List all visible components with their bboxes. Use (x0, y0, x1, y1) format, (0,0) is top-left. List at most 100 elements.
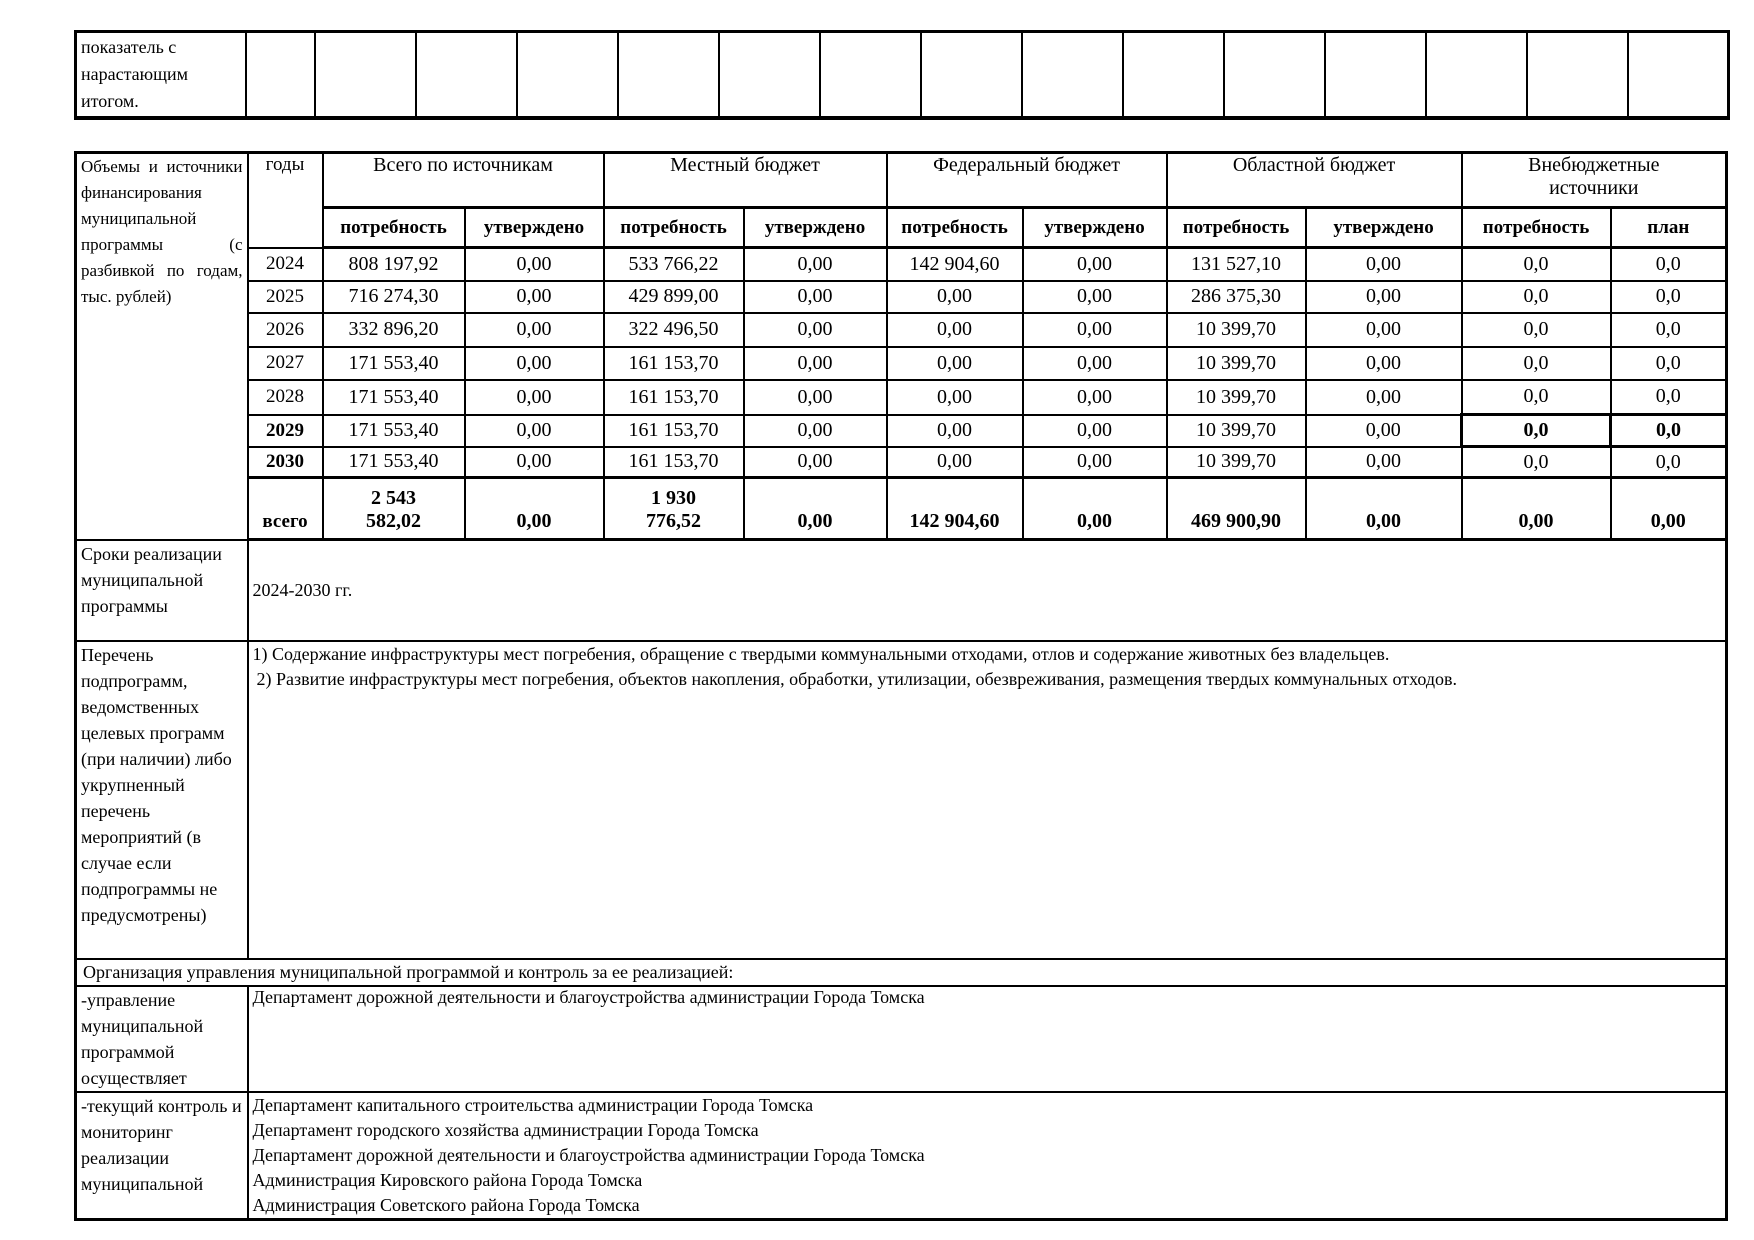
value-cell: 0,00 (1021, 279, 1168, 314)
subheader-need: потребность (602, 206, 745, 249)
years-column-header: годы (246, 151, 324, 249)
subheader-approved: утверждено (742, 206, 888, 249)
value-cell: 0,00 (1304, 345, 1463, 381)
empty-cell (919, 30, 1023, 119)
department-item: Департамент капитального строительства а… (252, 1094, 814, 1115)
terms-label: Сроки реализации муниципальной программы (74, 538, 249, 642)
total-value-cell: 142 904,60 (885, 476, 1024, 541)
value-cell: 0,0 (1460, 279, 1612, 314)
value-cell: 0,0 (1609, 246, 1728, 282)
value-cell: 0,00 (463, 445, 605, 479)
value-cell: 10 399,70 (1165, 345, 1307, 381)
sub-header-row: потребность утверждено потребность утвер… (76, 206, 1728, 249)
total-value-cell: 0,00 (463, 476, 605, 541)
value-cell: 0,00 (885, 378, 1024, 416)
finance-row-2027: 2027 171 553,40 0,00 161 153,70 0,00 0,0… (76, 345, 1728, 381)
finance-row-2026: 2026 332 896,20 0,00 322 496,50 0,00 0,0… (76, 311, 1728, 348)
value-cell: 0,00 (885, 445, 1024, 479)
empty-cell (1222, 30, 1326, 119)
finance-row-2028: 2028 171 553,40 0,00 161 153,70 0,00 0,0… (76, 378, 1728, 416)
control-row: -текущий контроль и мониторинг реализаци… (74, 1090, 1728, 1220)
total-value-cell: 0,00 (742, 476, 888, 541)
year-cell: 2030 (246, 445, 324, 479)
year-cell: 2027 (246, 345, 324, 381)
management-label: -управление муниципальной программой осу… (74, 984, 249, 1093)
group-header-local-budget: Местный бюджет (602, 151, 888, 209)
department-item: Департамент городского хозяйства админис… (252, 1119, 759, 1140)
group-header-row: Объемы и источники финансирования муници… (74, 151, 1728, 541)
previous-table-fragment: показатель с нарастающим итогом. (74, 30, 1730, 120)
value-cell: 0,0 (1460, 345, 1612, 381)
empty-cell (717, 30, 821, 119)
value-cell: 716 274,30 (321, 279, 466, 314)
value-cell: 0,0 (1609, 413, 1729, 448)
value-cell: 161 153,70 (602, 445, 745, 479)
empty-cell (414, 30, 518, 119)
year-cell: 2024 (246, 246, 324, 282)
subheader-need: потребность (1165, 206, 1307, 249)
subheader-need: потребность (885, 206, 1024, 249)
finance-row-2025: 2025 716 274,30 0,00 429 899,00 0,00 0,0… (76, 279, 1728, 314)
value-cell: 0,0 (1460, 246, 1612, 282)
empty-cell (1020, 30, 1124, 119)
value-cell: 0,0 (1609, 345, 1728, 381)
value-cell: 533 766,22 (602, 246, 745, 282)
value-cell: 171 553,40 (321, 445, 466, 479)
value-cell: 0,00 (463, 311, 605, 348)
department-item: Департамент дорожной деятельности и благ… (252, 1144, 925, 1165)
year-cell: 2026 (246, 311, 324, 348)
value-cell: 0,00 (1021, 445, 1168, 479)
value-cell: 0,0 (1460, 413, 1613, 448)
subheader-need: потребность (321, 206, 466, 249)
value-cell: 131 527,10 (1165, 246, 1307, 282)
value-cell: 0,0 (1460, 311, 1612, 348)
subprograms-list: 1) Содержание инфраструктуры мест погреб… (246, 639, 1728, 960)
empty-cell (818, 30, 922, 119)
control-departments-list: Департамент капитального строительства а… (246, 1090, 1728, 1220)
empty-cell (515, 30, 619, 119)
subheader-approved: утверждено (463, 206, 605, 249)
value-cell: 0,0 (1609, 279, 1728, 314)
value-cell: 0,0 (1460, 378, 1612, 416)
finance-sources-label: Объемы и источники финансирования муници… (74, 151, 249, 541)
management-header-row: Организация управления муниципальной про… (74, 957, 1728, 987)
finance-row-2030: 2030 171 553,40 0,00 161 153,70 0,00 0,0… (76, 445, 1728, 479)
value-cell: 10 399,70 (1165, 413, 1307, 448)
value-cell: 0,00 (463, 279, 605, 314)
value-cell: 171 553,40 (321, 413, 466, 448)
value-cell: 0,00 (885, 311, 1024, 348)
value-cell: 0,00 (463, 378, 605, 416)
value-cell: 0,00 (1304, 246, 1463, 282)
year-cell: 2025 (246, 279, 324, 314)
management-header: Организация управления муниципальной про… (74, 957, 1728, 987)
total-value-cell: 2 543 582,02 (321, 476, 466, 541)
subprograms-label: Перечень подпрограмм, ведомственных целе… (74, 639, 249, 960)
value-cell: 10 399,70 (1165, 378, 1307, 416)
value-cell: 161 153,70 (602, 378, 745, 416)
total-value-cell: 0,00 (1609, 476, 1728, 541)
total-value-cell: 0,00 (1304, 476, 1463, 541)
empty-cell (1121, 30, 1225, 119)
value-cell: 0,00 (1304, 445, 1463, 479)
value-cell: 429 899,00 (602, 279, 745, 314)
value-cell: 161 153,70 (602, 345, 745, 381)
value-cell: 0,00 (1304, 279, 1463, 314)
value-cell: 10 399,70 (1165, 445, 1307, 479)
value-cell: 0,00 (885, 345, 1024, 381)
subprogram-item: 1) Содержание инфраструктуры мест погреб… (252, 643, 1390, 664)
subprogram-item: 2) Развитие инфраструктуры мест погребен… (256, 668, 1458, 689)
value-cell: 171 553,40 (321, 345, 466, 381)
value-cell: 0,0 (1609, 378, 1728, 416)
subheader-approved: утверждено (1304, 206, 1463, 249)
value-cell: 161 153,70 (602, 413, 745, 448)
value-cell: 332 896,20 (321, 311, 466, 348)
management-value: Департамент дорожной деятельности и благ… (246, 984, 1728, 1093)
subheader-approved: утверждено (1021, 206, 1168, 249)
empty-cell (1525, 30, 1629, 119)
value-cell: 0,00 (742, 345, 888, 381)
program-passport-table: Объемы и источники финансирования муници… (74, 151, 1729, 1221)
total-value-cell: 0,00 (1460, 476, 1612, 541)
department-item: Администрация Кировского района Города Т… (252, 1169, 643, 1190)
fragment-row: показатель с нарастающим итогом. (74, 30, 1730, 119)
